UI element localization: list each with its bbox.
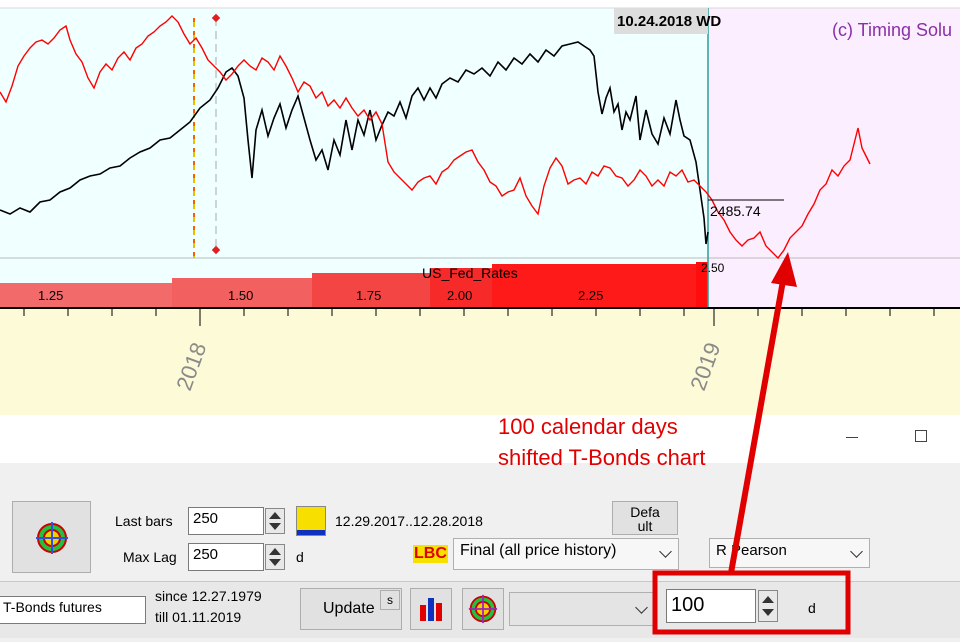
minimize-icon[interactable] xyxy=(846,437,858,438)
rate-step-1-25 xyxy=(0,283,172,308)
last-bars-label: Last bars xyxy=(115,513,173,529)
color-swatch-button[interactable] xyxy=(296,506,326,536)
method-select-value: R Pearson xyxy=(716,542,787,559)
empty-select[interactable] xyxy=(509,592,655,626)
shift-days-spinner[interactable] xyxy=(758,590,778,622)
shift-days-input[interactable]: 100 xyxy=(666,589,756,623)
rate-current-label: 2.50 xyxy=(701,261,725,275)
bottom-bar: T-Bonds futures since 12.27.1979 till 01… xyxy=(0,581,960,638)
shift-days-unit: d xyxy=(808,600,816,616)
method-select[interactable]: R Pearson xyxy=(709,538,870,568)
chart-area[interactable]: 2485.74 2.50 1.25 1.50 1.75 2.00 2.25 US… xyxy=(0,0,960,415)
copyright-label: (c) Timing Solu xyxy=(832,20,952,40)
target-icon xyxy=(35,522,68,554)
rate-label: 2.25 xyxy=(578,288,603,303)
rate-step-2-25 xyxy=(492,264,696,308)
future-background xyxy=(708,8,960,258)
rate-step-1-50 xyxy=(172,278,312,308)
rate-label: 1.50 xyxy=(228,288,253,303)
date-label: 10.24.2018 WD xyxy=(617,13,721,30)
axis-ticks xyxy=(23,308,935,326)
instrument-field[interactable]: T-Bonds futures xyxy=(0,596,146,624)
since-label: since 12.27.1979 xyxy=(155,588,262,604)
indicator-name: US_Fed_Rates xyxy=(422,265,518,281)
default-button[interactable]: Defa ult xyxy=(612,501,678,535)
rate-step-2-00 xyxy=(430,268,492,308)
rate-label: 1.75 xyxy=(356,288,381,303)
last-bars-input[interactable]: 250 xyxy=(188,507,264,535)
target-icon xyxy=(468,594,498,624)
price-label: 2485.74 xyxy=(710,203,761,219)
rate-label: 2.00 xyxy=(447,288,472,303)
update-button[interactable]: Update xyxy=(300,588,402,630)
time-axis xyxy=(0,308,960,415)
window-titlebar-strip xyxy=(0,415,960,463)
lbc-label: LBC xyxy=(413,545,448,563)
target-button[interactable] xyxy=(12,501,91,573)
tbond-shifted-line-red xyxy=(0,15,871,260)
past-background xyxy=(0,8,708,258)
fed-rates-indicator xyxy=(0,262,708,308)
chevron-down-icon xyxy=(635,601,648,614)
chevron-down-icon xyxy=(850,545,863,558)
s-button[interactable]: s xyxy=(380,590,400,610)
target-small-button[interactable] xyxy=(462,588,504,630)
max-lag-label: Max Lag xyxy=(123,549,177,565)
chevron-down-icon xyxy=(659,545,672,558)
rate-step-2-50 xyxy=(696,262,708,308)
update-button-label: Update xyxy=(323,600,375,617)
history-select-value: Final (all price history) xyxy=(460,542,617,559)
date-range-label: 12.29.2017..12.28.2018 xyxy=(335,513,483,529)
till-label: till 01.11.2019 xyxy=(155,609,242,625)
rate-step-1-75 xyxy=(312,273,430,308)
last-bars-spinner[interactable] xyxy=(265,508,285,534)
price-line-black xyxy=(0,41,709,245)
max-lag-unit: d xyxy=(296,549,304,565)
control-panel: Last bars 250 12.29.2017..12.28.2018 Def… xyxy=(0,493,960,581)
price-chart[interactable]: 2485.74 2.50 1.25 1.50 1.75 2.00 2.25 US… xyxy=(0,0,960,415)
bar-chart-icon xyxy=(420,598,442,621)
max-lag-input[interactable]: 250 xyxy=(188,543,264,571)
rate-label: 1.25 xyxy=(38,288,63,303)
maximize-icon[interactable] xyxy=(915,430,927,442)
bar-chart-button[interactable] xyxy=(410,588,452,630)
history-select[interactable]: Final (all price history) xyxy=(453,538,679,570)
max-lag-spinner[interactable] xyxy=(265,544,285,570)
